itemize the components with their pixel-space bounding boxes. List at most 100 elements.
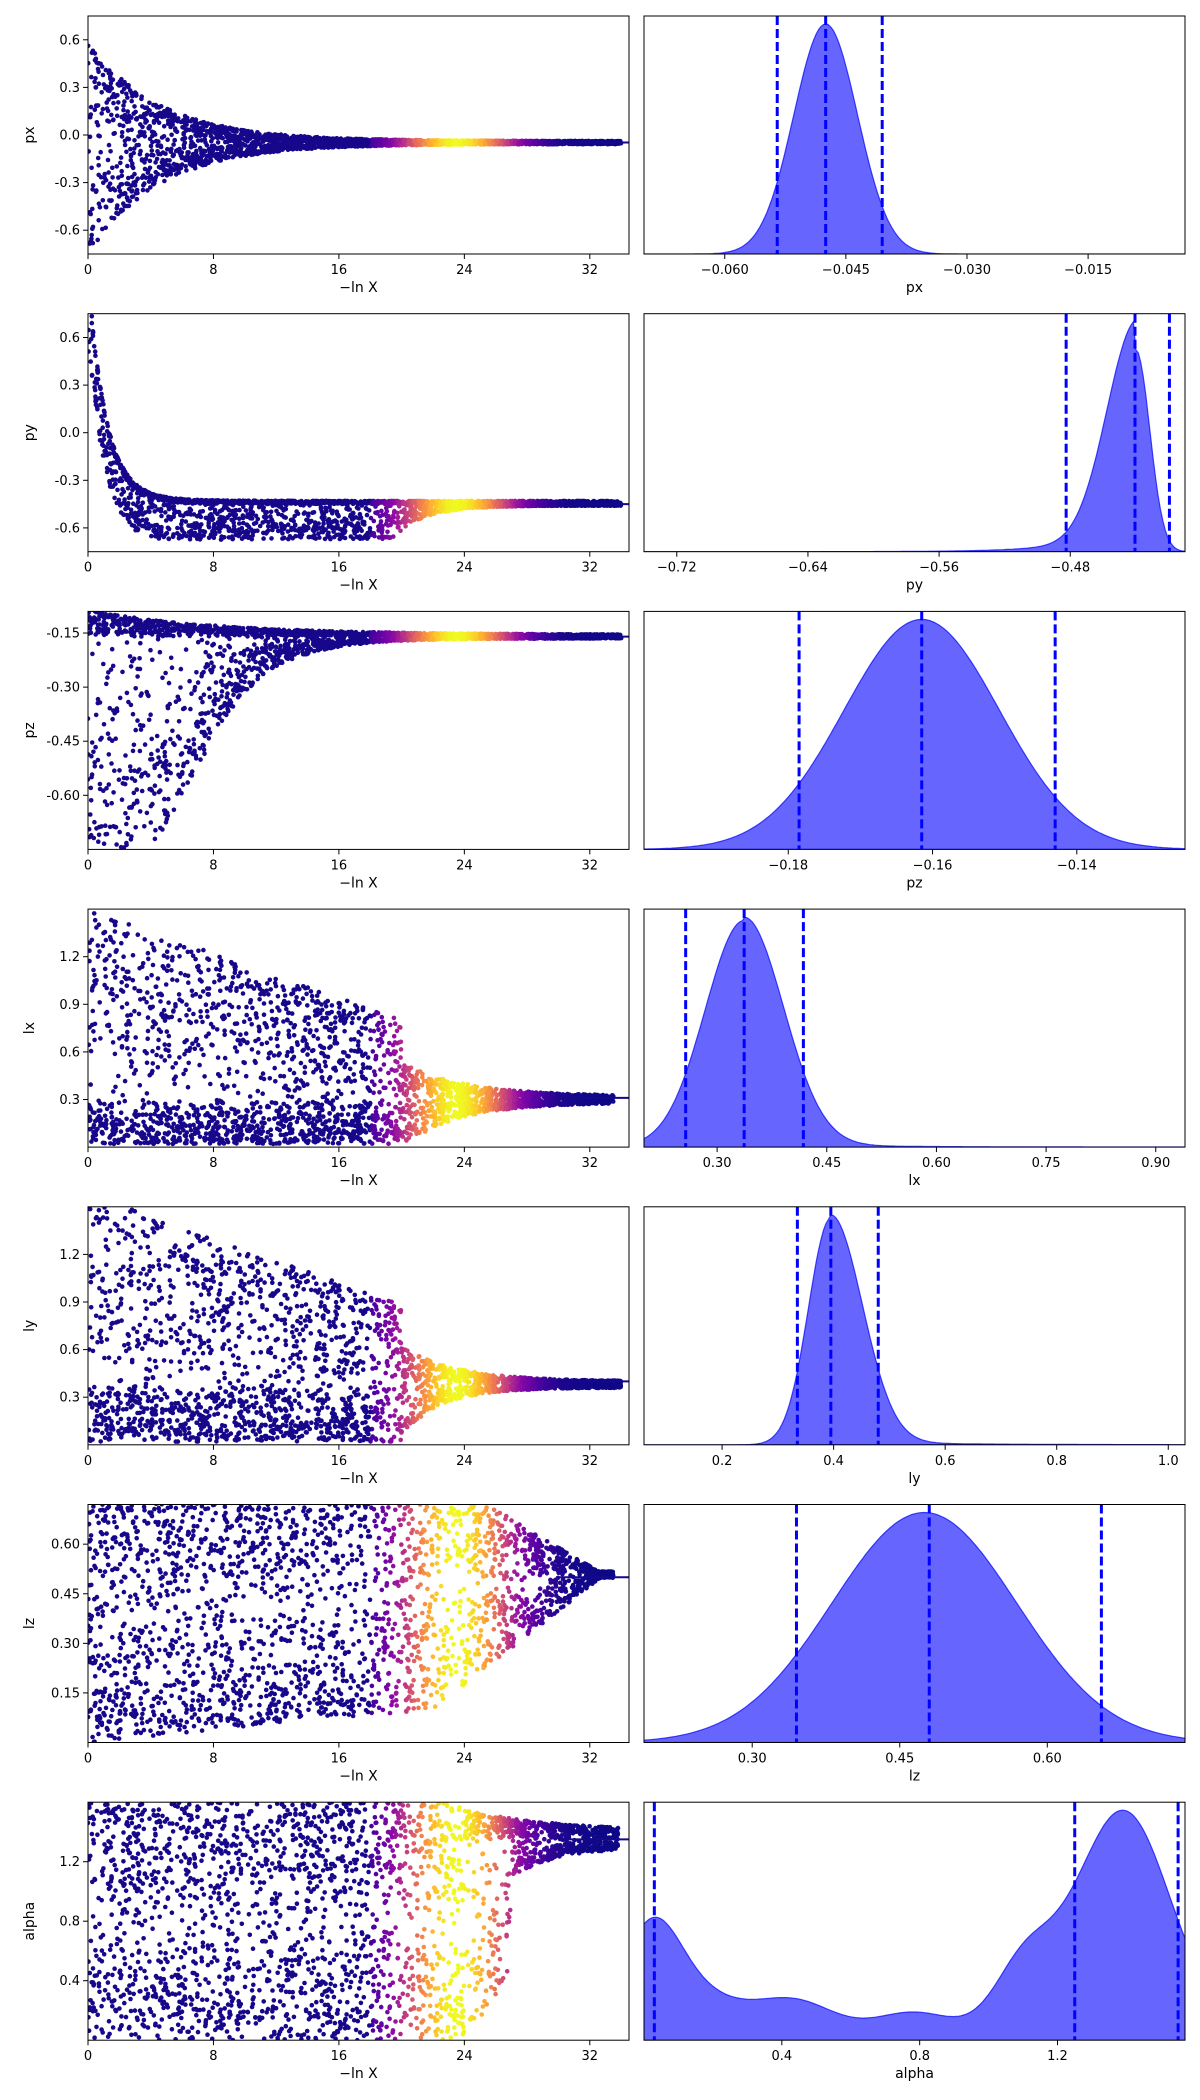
trace-point (376, 535, 382, 540)
trace-point (150, 176, 155, 182)
trace-point (194, 497, 199, 503)
trace-point (96, 61, 102, 66)
trace-point (129, 127, 134, 133)
trace-point (169, 132, 174, 138)
trace-point (156, 536, 162, 541)
trace-point (268, 514, 273, 519)
x-tick-label: 24 (456, 263, 473, 278)
trace-point (377, 142, 382, 148)
trace-point (374, 137, 380, 142)
trace-point (89, 165, 94, 171)
trace-point (88, 149, 91, 154)
trace-point (129, 510, 134, 516)
trace-point (397, 504, 402, 509)
trace-point (486, 499, 491, 504)
trace-point (110, 442, 115, 448)
trace-point (134, 196, 140, 202)
trace-point (125, 502, 131, 508)
trace-point (111, 216, 117, 221)
trace-point (201, 127, 206, 133)
trace-point (145, 170, 151, 175)
trace-point (140, 517, 145, 523)
trace-point (103, 67, 109, 73)
trace-point (367, 528, 373, 534)
trace-point (98, 438, 104, 443)
trace-point (246, 535, 251, 540)
trace-point (251, 521, 257, 527)
trace-point (119, 130, 125, 135)
trace-point (380, 523, 385, 529)
trace-point (314, 138, 320, 143)
trace-point (224, 506, 230, 511)
trace-point (203, 158, 209, 164)
trace-point (237, 521, 242, 526)
trace-point (110, 77, 116, 82)
trace-point (119, 134, 125, 139)
trace-point (243, 137, 249, 142)
trace-point (107, 74, 113, 79)
trace-point (155, 143, 160, 148)
trace-point (257, 132, 262, 137)
trace-point (105, 157, 111, 163)
trace-point (121, 201, 126, 206)
trace-point (153, 160, 158, 165)
trace-point (227, 512, 233, 518)
trace-point (139, 157, 145, 162)
trace-point (191, 151, 196, 157)
trace-point (139, 175, 145, 180)
trace-point (89, 304, 94, 309)
x-tick-label: 32 (582, 263, 599, 278)
trace-point (114, 210, 119, 216)
trace-point (473, 139, 479, 144)
trace-point (169, 116, 175, 121)
trace-point (261, 514, 267, 520)
trace-point (369, 143, 375, 148)
trace-point (88, 209, 93, 215)
y-tick-label: 0.6 (59, 33, 80, 48)
trace-point (125, 163, 130, 169)
trace-point (305, 524, 311, 530)
trace-point (272, 499, 278, 505)
trace-point (100, 425, 105, 431)
trace-point (148, 143, 154, 149)
trace-point (167, 158, 172, 163)
trace-point (457, 140, 462, 146)
trace-point (140, 500, 146, 506)
trace-point (267, 149, 273, 154)
trace-point (95, 237, 100, 243)
trace-point (294, 143, 300, 148)
trace-point (478, 141, 483, 147)
trace-point (245, 132, 250, 138)
trace-point (115, 203, 120, 208)
trace-point (140, 187, 146, 193)
trace-point (119, 76, 124, 82)
trace-point (158, 529, 164, 534)
trace-point (99, 90, 104, 95)
trace-point (103, 449, 109, 454)
trace-point (96, 81, 102, 86)
trace-point (161, 134, 167, 139)
trace-point (190, 158, 196, 163)
trace-point (184, 168, 189, 173)
trace-point (183, 519, 189, 524)
trace-point (256, 504, 262, 510)
trace-point (421, 141, 427, 146)
trace-point (427, 142, 433, 147)
trace-point (398, 528, 403, 534)
trace-point (270, 503, 276, 509)
trace-point (436, 499, 442, 505)
trace-point (114, 113, 120, 119)
trace-point (119, 492, 124, 497)
trace-point (122, 142, 128, 148)
trace-point (205, 121, 211, 126)
trace-point (417, 516, 423, 521)
trace-point (302, 527, 308, 533)
trace-point (125, 95, 130, 100)
trace-point (135, 496, 141, 501)
trace-point (179, 150, 185, 155)
trace-point (126, 83, 131, 88)
trace-point (143, 520, 149, 526)
trace-point (395, 515, 400, 520)
trace-point (231, 137, 236, 142)
trace-point (122, 99, 127, 104)
